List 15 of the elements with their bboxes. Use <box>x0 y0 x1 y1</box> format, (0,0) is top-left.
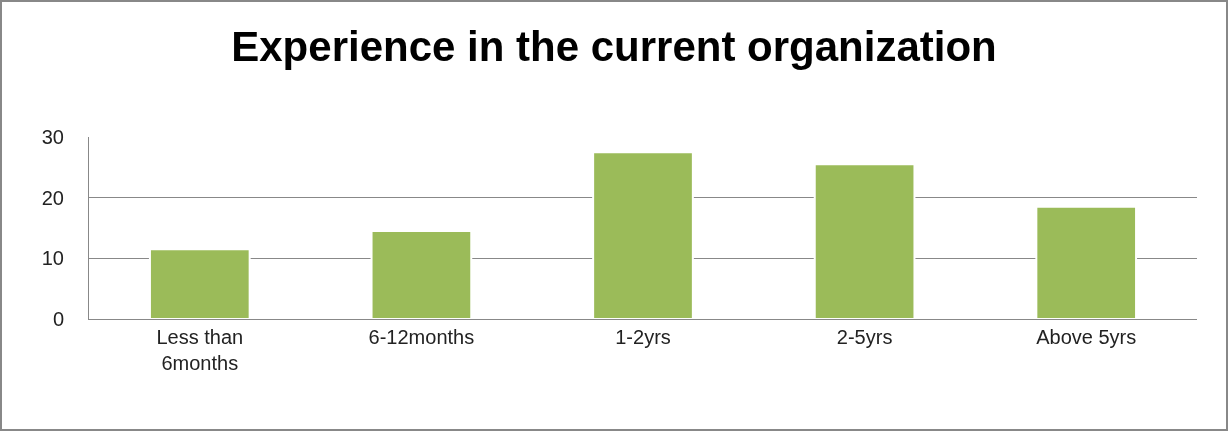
y-tick-label: 10 <box>41 247 64 270</box>
bar <box>370 230 473 319</box>
bar <box>148 248 251 319</box>
x-tick-label: Above 5yrs <box>1036 326 1137 348</box>
x-tick-label: 2-5yrs <box>836 326 893 348</box>
x-tick-label: 1-2yrs <box>615 326 671 348</box>
x-tick-label: Less than 6months <box>156 326 244 374</box>
y-tick-label: 20 <box>41 186 64 209</box>
bar <box>1035 205 1138 319</box>
bar <box>813 163 916 319</box>
bar <box>592 151 694 319</box>
y-tick-label: 30 <box>41 126 64 148</box>
x-tick-label: 6-12months <box>368 326 475 348</box>
y-tick-label: 0 <box>52 308 64 330</box>
chart-title: Experience in the current organization <box>231 23 997 71</box>
